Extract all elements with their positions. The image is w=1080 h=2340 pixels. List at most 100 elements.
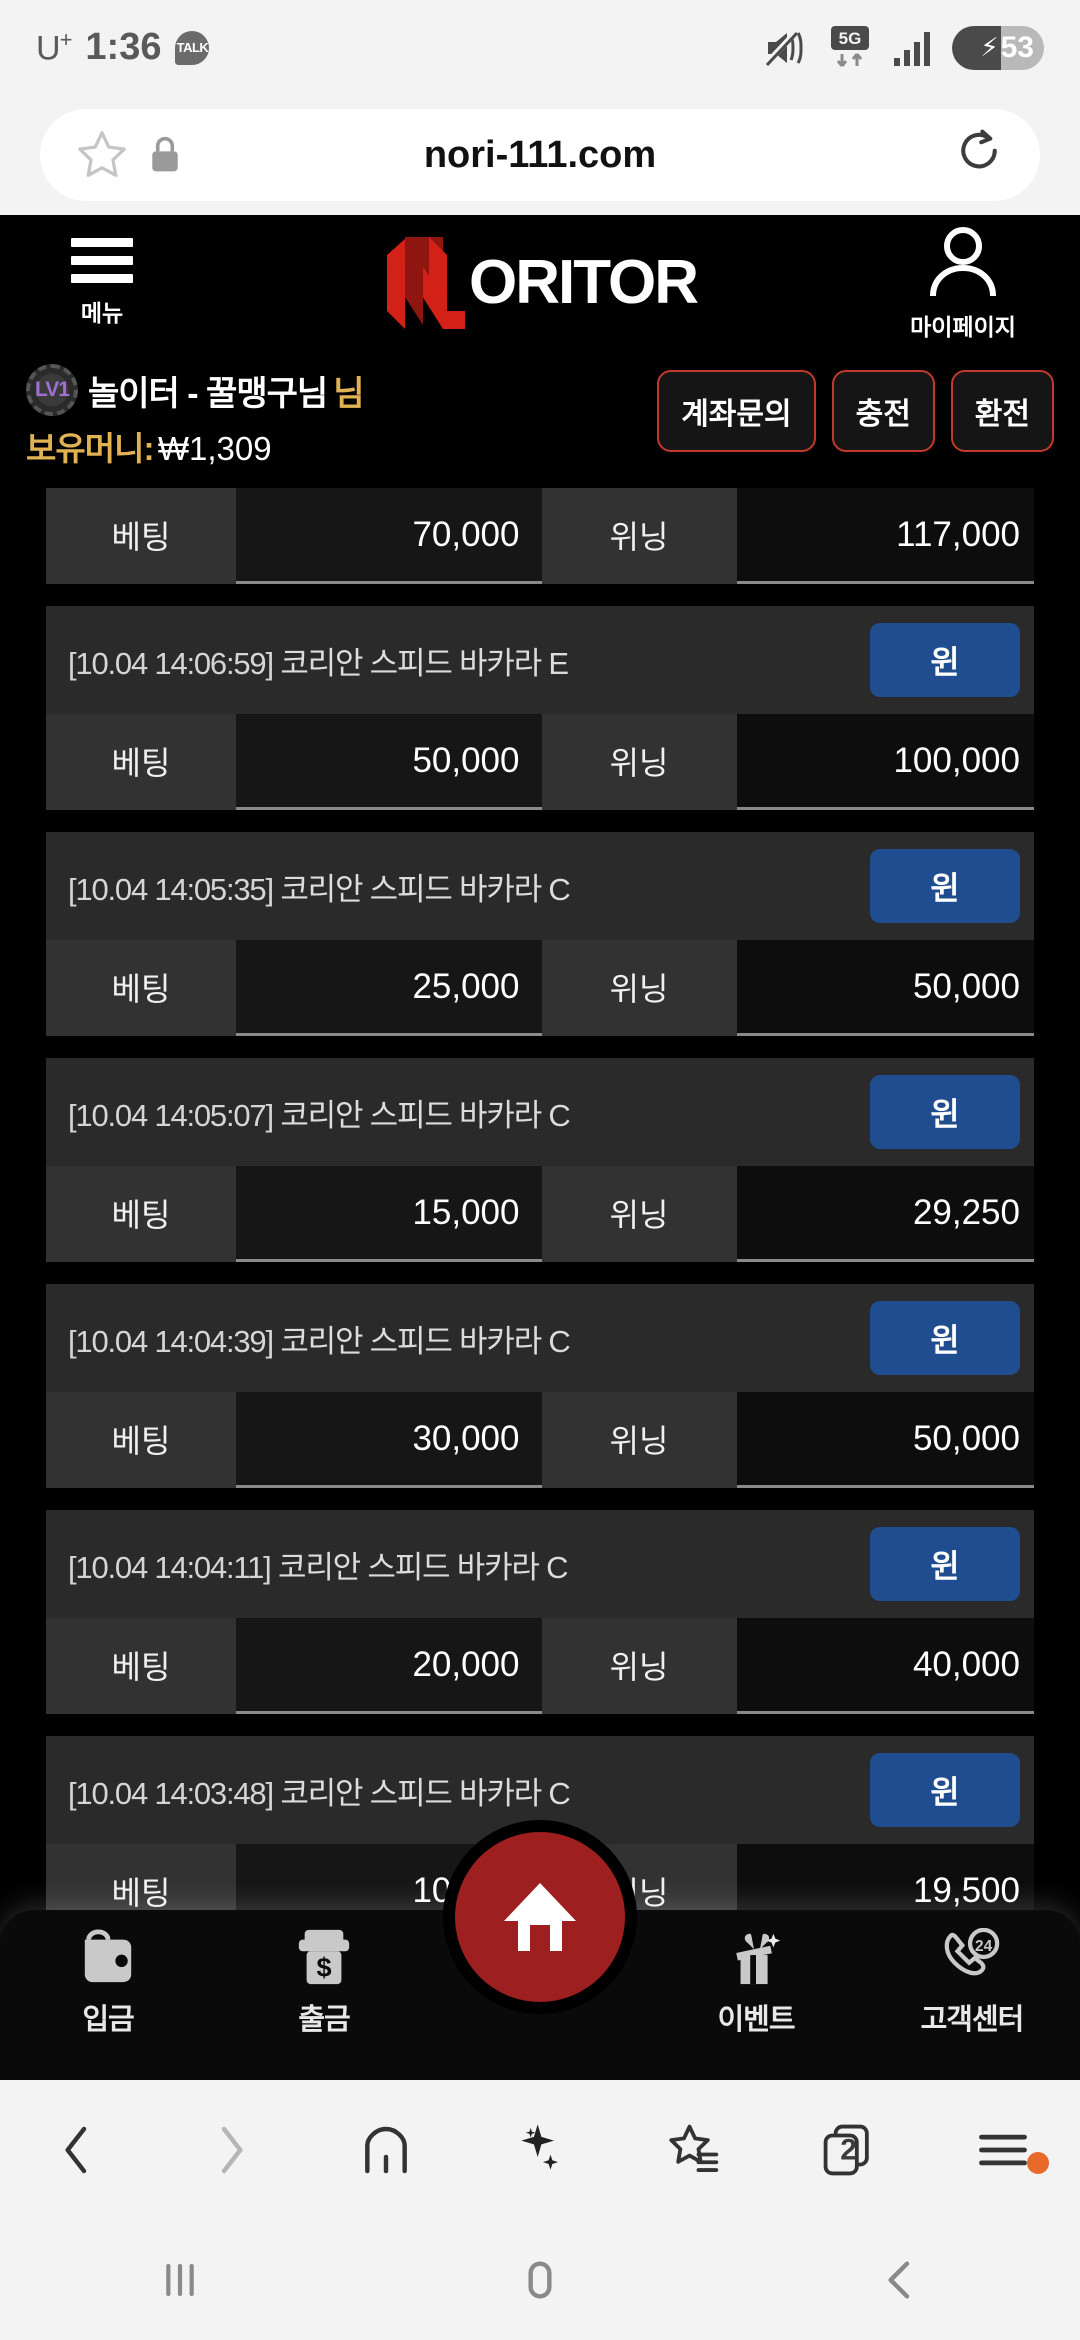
svg-text:24: 24 <box>975 1938 993 1955</box>
bet-amount: 15,000 <box>236 1166 542 1259</box>
bet-history-item[interactable]: [10.04 14:05:35] 코리안 스피드 바카라 C 윈 베팅 25,0… <box>46 832 1034 1036</box>
bet-label: 베팅 <box>46 1618 236 1714</box>
nav-item-withdraw[interactable]: $ 출금 <box>216 1928 432 2038</box>
carrier-name: U <box>36 29 61 68</box>
bet-amount-row: 베팅 30,000 위닝 50,000 <box>46 1392 1034 1488</box>
bet-timestamp: [10.04 14:05:07] <box>68 1097 274 1133</box>
bet-history-item[interactable]: [10.04 14:05:07] 코리안 스피드 바카라 C 윈 베팅 15,0… <box>46 1058 1034 1262</box>
bet-timestamp: [10.04 14:04:39] <box>68 1323 274 1359</box>
deposit-button[interactable]: 충전 <box>831 370 935 452</box>
bet-history-item[interactable]: [10.04 14:04:11] 코리안 스피드 바카라 C 윈 베팅 20,0… <box>46 1510 1034 1714</box>
browser-url-bar-container: nori-111.com <box>0 95 1080 215</box>
ai-sparkle-icon[interactable] <box>512 2122 568 2178</box>
android-status-bar: U+ 1:36 TALK 5G <box>0 0 1080 95</box>
tab-count-label: 2 <box>840 2133 857 2167</box>
bet-history-title: [10.04 14:03:48] 코리안 스피드 바카라 C <box>68 1768 571 1813</box>
balance-value: ₩1,309 <box>157 430 272 467</box>
bet-label: 베팅 <box>46 488 236 584</box>
home-button[interactable] <box>455 1832 625 2002</box>
browser-home-button[interactable] <box>309 2122 463 2178</box>
back-icon[interactable] <box>49 2122 105 2178</box>
nav-label-withdraw: 출금 <box>298 2004 350 2036</box>
user-nickname-wrap: 놀이터 - 꿀맹구님 님 <box>88 366 364 415</box>
url-bar[interactable]: nori-111.com <box>40 109 1040 201</box>
bet-amount: 50,000 <box>236 714 542 807</box>
status-bar-right: 5G ⚡ 53 <box>764 24 1044 72</box>
carrier-label: U+ <box>36 27 72 68</box>
person-icon[interactable] <box>927 224 999 300</box>
home-icon[interactable] <box>512 2252 568 2308</box>
bet-game-name: 코리안 스피드 바카라 E <box>280 645 569 681</box>
browser-tabs-button[interactable]: 2 <box>771 2121 925 2179</box>
browser-menu-icon[interactable] <box>975 2124 1031 2176</box>
bet-timestamp: [10.04 14:04:11] <box>68 1549 272 1585</box>
menu-button[interactable]: 메뉴 <box>42 237 162 328</box>
battery-fill <box>952 25 1001 70</box>
winning-amount: 40,000 <box>736 1618 1034 1711</box>
account-inquiry-button[interactable]: 계좌문의 <box>657 370 816 452</box>
reload-button[interactable] <box>952 126 1006 185</box>
back-icon[interactable] <box>872 2252 928 2308</box>
noritor-n-logo-icon <box>387 236 466 329</box>
user-identity-row: LV1 놀이터 - 꿀맹구님 님 <box>26 364 364 416</box>
nav-label-event: 이벤트 <box>717 2004 795 2036</box>
bet-timestamp: [10.04 14:03:48] <box>68 1775 274 1811</box>
nav-item-support[interactable]: 24 고객센터 <box>864 1928 1080 2038</box>
mypage-button[interactable]: 마이페이지 <box>888 224 1038 342</box>
bet-amount-row: 베팅 20,000 위닝 40,000 <box>46 1618 1034 1714</box>
bet-history-list[interactable]: 베팅 70,000 위닝 117,000 [10.04 14:06:59] 코리… <box>0 488 1080 1962</box>
battery-charging-icon: ⚡ 53 <box>952 25 1044 70</box>
bet-amount-row: 베팅 15,000 위닝 29,250 <box>46 1166 1034 1262</box>
bet-amount: 30,000 <box>236 1392 542 1485</box>
home-icon[interactable] <box>358 2122 414 2178</box>
browser-ai-button[interactable] <box>463 2122 617 2178</box>
balance-label: 보유머니: <box>26 430 154 467</box>
site-header: 메뉴 ORITOR 마이페이지 <box>0 215 1080 350</box>
menu-label: 메뉴 <box>80 299 124 326</box>
nav-item-event[interactable]: 이벤트 <box>648 1928 864 2038</box>
browser-back-button[interactable] <box>0 2122 154 2178</box>
bookmarks-icon[interactable] <box>665 2121 723 2179</box>
forward-icon[interactable] <box>203 2122 259 2178</box>
bet-label: 베팅 <box>46 1392 236 1488</box>
wallet-icon <box>84 1929 132 1983</box>
bet-label: 베팅 <box>46 940 236 1036</box>
star-icon[interactable] <box>74 127 130 183</box>
bet-history-item[interactable]: [10.04 14:04:39] 코리안 스피드 바카라 C 윈 베팅 30,0… <box>46 1284 1034 1488</box>
winning-amount: 100,000 <box>736 714 1034 807</box>
bet-label: 베팅 <box>46 714 236 810</box>
reload-icon[interactable] <box>952 126 1006 180</box>
site-bottom-nav: 입금 $ 출금 <box>0 1832 1080 2080</box>
signal-icon <box>894 31 930 66</box>
hamburger-icon[interactable] <box>71 237 133 283</box>
lock-icon[interactable] <box>148 135 182 175</box>
status-badge: 윈 <box>870 623 1020 697</box>
user-nickname: 놀이터 - 꿀맹구님 <box>88 374 328 413</box>
logo-wordmark: ORITOR <box>469 247 699 317</box>
tabs-icon[interactable] <box>820 2121 878 2179</box>
recents-icon[interactable] <box>152 2252 208 2308</box>
svg-text:5G: 5G <box>839 29 862 48</box>
winning-amount: 29,250 <box>736 1166 1034 1259</box>
android-nav-bar <box>0 2220 1080 2340</box>
android-back-button[interactable] <box>720 2252 1080 2308</box>
android-home-button[interactable] <box>360 2252 720 2308</box>
withdraw-button[interactable]: 환전 <box>950 370 1054 452</box>
talk-icon: TALK <box>175 30 210 65</box>
charging-bolt-icon: ⚡ <box>980 32 999 62</box>
browser-forward-button[interactable] <box>154 2122 308 2178</box>
bet-history-item[interactable]: [10.04 14:06:59] 코리안 스피드 바카라 E 윈 베팅 50,0… <box>46 606 1034 810</box>
site-logo[interactable]: ORITOR <box>383 236 699 329</box>
browser-bookmarks-button[interactable] <box>617 2121 771 2179</box>
bet-history-header: [10.04 14:05:07] 코리안 스피드 바카라 C 윈 <box>46 1058 1034 1166</box>
bet-game-name: 코리안 스피드 바카라 C <box>278 1549 569 1585</box>
bet-amount-row: 베팅 25,000 위닝 50,000 <box>46 940 1034 1036</box>
bet-history-title: [10.04 14:05:35] 코리안 스피드 바카라 C <box>68 864 571 909</box>
atm-icon: $ <box>298 1929 350 1985</box>
winning-label: 위닝 <box>541 1618 737 1714</box>
bet-history-title: [10.04 14:06:59] 코리안 스피드 바카라 E <box>68 638 569 683</box>
android-recents-button[interactable] <box>0 2252 360 2308</box>
browser-menu-button[interactable] <box>926 2124 1080 2176</box>
nav-item-deposit[interactable]: 입금 <box>0 1928 216 2038</box>
bet-history-item[interactable]: 베팅 70,000 위닝 117,000 <box>46 488 1034 584</box>
